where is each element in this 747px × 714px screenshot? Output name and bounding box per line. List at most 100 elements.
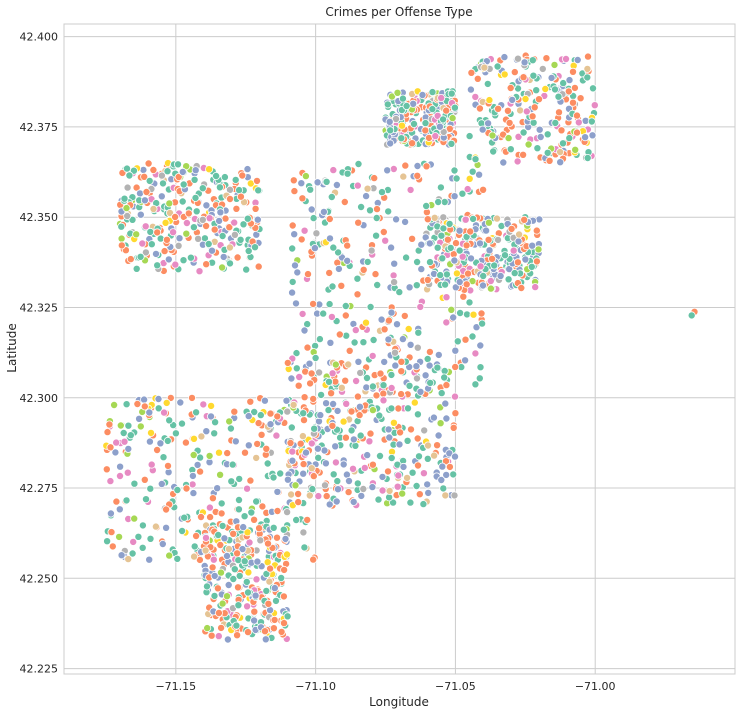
data-point [437,231,446,240]
data-point [123,468,132,477]
data-point [452,174,461,183]
data-point [263,459,272,468]
data-point [117,234,126,243]
data-point [479,271,488,280]
data-point [414,452,423,461]
data-point [538,64,547,73]
data-point [423,215,432,224]
data-point [174,241,183,250]
data-point [207,246,216,255]
data-point [366,302,375,311]
data-point [461,356,470,365]
data-point [222,592,231,601]
data-point [398,335,407,344]
data-point [331,458,340,467]
data-point [192,207,201,216]
data-point [307,464,316,473]
data-point [521,255,530,264]
data-point [325,500,334,509]
data-point [437,389,446,398]
data-point [288,288,297,297]
data-point [543,148,552,157]
data-point [413,410,422,419]
data-point [283,475,292,484]
data-point [450,491,459,500]
data-point [136,422,145,431]
data-point [347,426,356,435]
data-point [450,166,459,175]
data-point [313,444,322,453]
data-point [165,199,174,208]
data-point [217,509,226,518]
data-point [551,118,560,127]
data-point [331,442,340,451]
data-point [255,524,264,533]
data-point [147,240,156,249]
data-point [265,577,274,586]
data-point [202,201,211,210]
data-point [357,202,366,211]
data-point [360,463,369,472]
data-point [506,145,515,154]
data-point [234,505,243,514]
data-point [266,409,275,418]
data-point [441,491,450,500]
data-point [508,95,517,104]
data-point [190,175,199,184]
data-point [482,226,491,235]
data-point [333,485,342,494]
data-point [225,243,234,252]
data-point [173,485,182,494]
data-point [228,460,237,469]
data-point [313,178,322,187]
chart-title: Crimes per Offense Type [325,5,472,19]
data-point [195,267,204,276]
data-point [299,528,308,537]
data-point [442,470,451,479]
data-point [223,449,232,458]
data-point [106,509,115,518]
data-point [258,502,267,511]
data-point [217,623,226,632]
data-point [379,227,388,236]
data-point [442,270,451,279]
data-point [161,218,170,227]
data-point [573,111,582,120]
data-point [412,281,421,290]
data-point [519,150,528,159]
data-point [334,248,343,257]
data-point [169,228,178,237]
data-point [431,132,440,141]
data-point [309,214,318,223]
data-point [433,441,442,450]
data-point [465,132,474,141]
data-point [403,473,412,482]
data-point [468,167,477,176]
data-point [177,419,186,428]
data-point [430,213,439,222]
data-point [299,460,308,469]
data-point [372,213,381,222]
data-point [517,283,526,292]
data-point [379,381,388,390]
data-point [503,106,512,115]
data-point [509,246,518,255]
data-point [532,257,541,266]
data-point [191,166,200,175]
data-point [554,92,563,101]
data-point [266,420,275,429]
data-point [465,298,474,307]
data-point [216,568,225,577]
data-point [519,128,528,137]
data-point [263,539,272,548]
data-point [480,63,489,72]
data-point [397,367,406,376]
data-point [499,158,508,167]
data-point [442,293,451,302]
data-point [478,319,487,328]
data-point [349,497,358,506]
data-point [500,53,509,62]
data-point [244,412,253,421]
data-point [262,444,271,453]
data-point [300,226,309,235]
